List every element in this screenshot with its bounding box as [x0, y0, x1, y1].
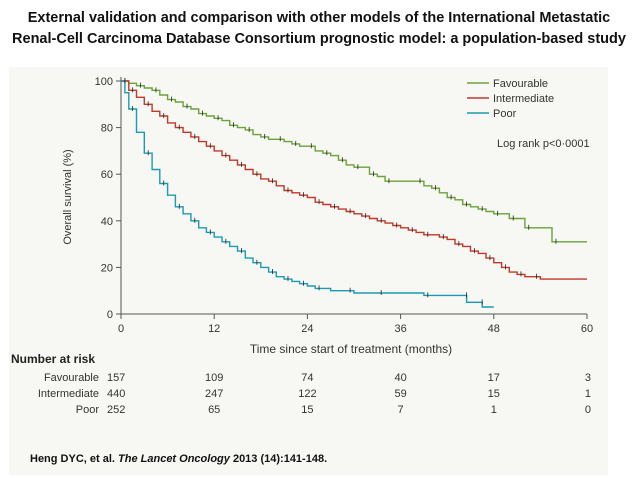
citation-details: 2013 (14):141-148. [229, 453, 328, 465]
risk-value: 40 [394, 372, 406, 384]
series-line-intermediate [121, 80, 587, 280]
y-tick-label: 20 [101, 262, 113, 274]
y-tick-label: 80 [101, 123, 113, 135]
legend-label-favourable: Favourable [493, 78, 548, 90]
risk-value: 74 [301, 372, 313, 384]
risk-row-label: Favourable [44, 372, 99, 384]
series-line-favourable [121, 80, 587, 243]
risk-value: 7 [398, 404, 404, 416]
axes: 0 20 40 60 80 100 0 12 24 36 48 60 [95, 76, 593, 335]
x-axis-label: Time since start of treatment (months) [250, 342, 452, 356]
x-tick-label: 60 [581, 323, 593, 335]
y-axis-label: Overall survival (%) [62, 149, 74, 244]
risk-value: 157 [107, 372, 125, 384]
y-tick-label: 40 [101, 216, 113, 228]
slide-title-line1: External validation and comparison with … [27, 10, 611, 26]
x-tick-label: 0 [118, 323, 124, 335]
legend-label-intermediate: Intermediate [493, 93, 554, 105]
censor-marks-intermediate [132, 87, 537, 279]
risk-value: 1 [491, 404, 497, 416]
logrank-annotation: Log rank p<0·0001 [497, 138, 590, 150]
censor-marks-poor [124, 78, 483, 305]
risk-value: 247 [205, 388, 223, 400]
risk-value: 3 [585, 372, 591, 384]
risk-value: 122 [298, 388, 316, 400]
risk-value: 1 [585, 388, 591, 400]
risk-value: 17 [488, 372, 500, 384]
legend: Favourable Intermediate Poor [467, 78, 554, 120]
y-tick-label: 60 [101, 169, 113, 181]
citation: Heng DYC, et al. The Lancet Oncology 201… [30, 453, 327, 465]
citation-authors: Heng DYC, et al. [30, 453, 119, 465]
series-lines [121, 78, 587, 308]
km-survival-chart: 0 20 40 60 80 100 0 12 24 36 48 60 Favourable Interm… [11, 76, 593, 416]
citation-journal: The Lancet Oncology [118, 453, 230, 465]
risk-value: 109 [205, 372, 223, 384]
slide-title-line2: Renal-Cell Carcinoma Database Consortium… [12, 31, 626, 47]
risk-value: 440 [107, 388, 125, 400]
risk-value: 65 [208, 404, 220, 416]
risk-row-label: Intermediate [38, 388, 99, 400]
risk-table-header: Number at risk [11, 352, 95, 366]
risk-value: 252 [107, 404, 125, 416]
y-tick-label: 0 [107, 309, 113, 321]
risk-value: 0 [585, 404, 591, 416]
slide-title: External validation and comparison with … [0, 8, 638, 50]
risk-value: 15 [301, 404, 313, 416]
x-tick-label: 48 [488, 323, 500, 335]
x-tick-label: 36 [394, 323, 406, 335]
risk-value: 15 [488, 388, 500, 400]
x-tick-label: 24 [301, 323, 313, 335]
risk-value: 59 [394, 388, 406, 400]
x-tick-label: 12 [208, 323, 220, 335]
series-line-poor [121, 80, 494, 308]
y-tick-label: 100 [95, 76, 113, 88]
risk-row-label: Poor [76, 404, 100, 416]
censor-marks-favourable [124, 78, 557, 244]
figure-panel: 0 20 40 60 80 100 0 12 24 36 48 60 Favourable Interm… [9, 67, 608, 475]
legend-label-poor: Poor [493, 108, 517, 120]
